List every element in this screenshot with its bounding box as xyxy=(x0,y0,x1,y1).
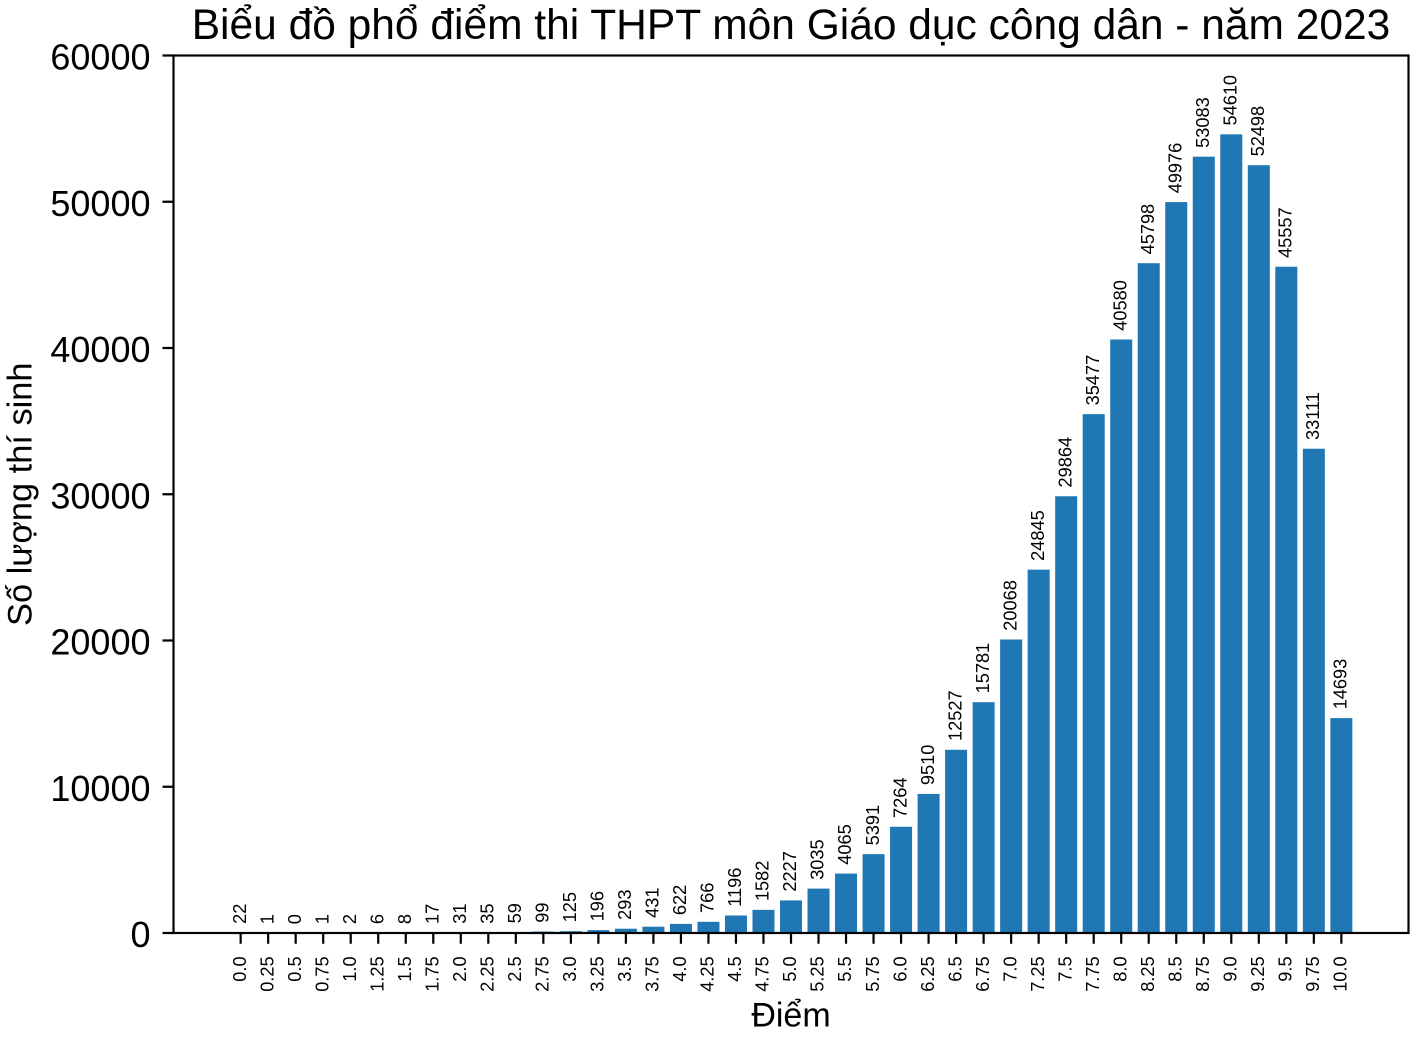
svg-text:24845: 24845 xyxy=(1028,510,1048,561)
svg-text:49976: 49976 xyxy=(1165,143,1185,194)
svg-text:29864: 29864 xyxy=(1055,437,1075,488)
svg-text:431: 431 xyxy=(643,888,663,918)
svg-text:3.25: 3.25 xyxy=(588,956,608,991)
svg-text:196: 196 xyxy=(588,891,608,921)
svg-text:1582: 1582 xyxy=(753,861,773,901)
svg-text:4.25: 4.25 xyxy=(698,956,718,991)
svg-text:0.0: 0.0 xyxy=(230,956,250,981)
svg-text:3035: 3035 xyxy=(808,839,828,879)
svg-text:3.75: 3.75 xyxy=(643,956,663,991)
svg-text:0.25: 0.25 xyxy=(257,956,277,991)
svg-text:4065: 4065 xyxy=(835,824,855,864)
svg-text:2.25: 2.25 xyxy=(478,956,498,991)
svg-text:10000: 10000 xyxy=(50,768,150,809)
svg-text:8.0: 8.0 xyxy=(1110,956,1130,981)
svg-text:40000: 40000 xyxy=(50,329,150,370)
svg-text:7.25: 7.25 xyxy=(1028,956,1048,991)
svg-text:7264: 7264 xyxy=(890,777,910,817)
svg-text:1.75: 1.75 xyxy=(422,956,442,991)
svg-text:52498: 52498 xyxy=(1248,106,1268,157)
svg-text:0: 0 xyxy=(130,914,150,955)
svg-text:45798: 45798 xyxy=(1138,204,1158,255)
svg-text:5.25: 5.25 xyxy=(808,956,828,991)
svg-text:0.75: 0.75 xyxy=(312,956,332,991)
svg-text:30000: 30000 xyxy=(50,475,150,516)
svg-text:20000: 20000 xyxy=(50,622,150,663)
svg-text:17: 17 xyxy=(422,904,442,924)
svg-text:7.5: 7.5 xyxy=(1055,956,1075,981)
svg-text:6.0: 6.0 xyxy=(890,956,910,981)
svg-text:12527: 12527 xyxy=(945,690,965,741)
svg-text:4.0: 4.0 xyxy=(670,956,690,981)
svg-text:3.0: 3.0 xyxy=(560,956,580,981)
svg-text:8.25: 8.25 xyxy=(1138,956,1158,991)
svg-text:2: 2 xyxy=(340,914,360,924)
svg-text:6.5: 6.5 xyxy=(945,956,965,981)
svg-text:40580: 40580 xyxy=(1110,280,1130,331)
svg-text:Điểm: Điểm xyxy=(751,997,830,1033)
svg-text:59: 59 xyxy=(505,903,525,923)
svg-text:22: 22 xyxy=(230,904,250,924)
svg-text:8.75: 8.75 xyxy=(1193,956,1213,991)
svg-text:14693: 14693 xyxy=(1331,659,1351,710)
svg-text:5.0: 5.0 xyxy=(780,956,800,981)
svg-text:8.5: 8.5 xyxy=(1165,956,1185,981)
svg-text:0.5: 0.5 xyxy=(285,956,305,981)
svg-text:20068: 20068 xyxy=(1000,580,1020,631)
svg-text:7.0: 7.0 xyxy=(1000,956,1020,981)
svg-text:99: 99 xyxy=(533,903,553,923)
svg-text:Số lượng thí sinh: Số lượng thí sinh xyxy=(2,362,40,626)
svg-text:9.75: 9.75 xyxy=(1303,956,1323,991)
svg-text:6.75: 6.75 xyxy=(973,956,993,991)
svg-text:2.0: 2.0 xyxy=(450,956,470,981)
svg-text:5391: 5391 xyxy=(863,805,883,845)
svg-text:1: 1 xyxy=(312,914,332,924)
svg-text:50000: 50000 xyxy=(50,183,150,224)
svg-text:7.75: 7.75 xyxy=(1083,956,1103,991)
svg-text:4.5: 4.5 xyxy=(725,956,745,981)
svg-text:15781: 15781 xyxy=(973,643,993,694)
svg-text:6: 6 xyxy=(367,914,387,924)
svg-text:2227: 2227 xyxy=(780,851,800,891)
svg-text:9510: 9510 xyxy=(918,745,938,785)
svg-text:1: 1 xyxy=(257,914,277,924)
svg-text:6.25: 6.25 xyxy=(918,956,938,991)
svg-text:1.25: 1.25 xyxy=(367,956,387,991)
svg-text:54610: 54610 xyxy=(1220,75,1240,126)
svg-text:31: 31 xyxy=(450,904,470,924)
svg-text:1196: 1196 xyxy=(725,868,745,907)
svg-text:2.75: 2.75 xyxy=(533,956,553,991)
svg-text:9.5: 9.5 xyxy=(1276,956,1296,981)
svg-text:60000: 60000 xyxy=(50,37,150,78)
svg-text:5.5: 5.5 xyxy=(835,956,855,981)
svg-text:3.5: 3.5 xyxy=(615,956,635,981)
svg-text:1.5: 1.5 xyxy=(395,956,415,981)
svg-text:35477: 35477 xyxy=(1083,355,1103,406)
svg-text:9.25: 9.25 xyxy=(1248,956,1268,991)
svg-text:33111: 33111 xyxy=(1303,392,1323,440)
svg-text:4.75: 4.75 xyxy=(753,956,773,991)
svg-text:Biểu đồ phổ điểm thi THPT môn: Biểu đồ phổ điểm thi THPT môn Giáo dục c… xyxy=(192,2,1391,49)
svg-text:293: 293 xyxy=(615,890,635,920)
svg-text:9.0: 9.0 xyxy=(1220,956,1240,981)
svg-text:1.0: 1.0 xyxy=(340,956,360,981)
svg-text:45557: 45557 xyxy=(1276,207,1296,258)
svg-text:53083: 53083 xyxy=(1193,97,1213,148)
svg-text:0: 0 xyxy=(285,914,305,924)
svg-text:35: 35 xyxy=(478,903,498,923)
svg-text:2.5: 2.5 xyxy=(505,956,525,981)
svg-text:766: 766 xyxy=(698,883,718,913)
svg-text:125: 125 xyxy=(560,892,580,922)
svg-text:622: 622 xyxy=(670,885,690,915)
svg-text:10.0: 10.0 xyxy=(1331,956,1351,991)
svg-text:5.75: 5.75 xyxy=(863,956,883,991)
svg-text:8: 8 xyxy=(395,914,415,924)
